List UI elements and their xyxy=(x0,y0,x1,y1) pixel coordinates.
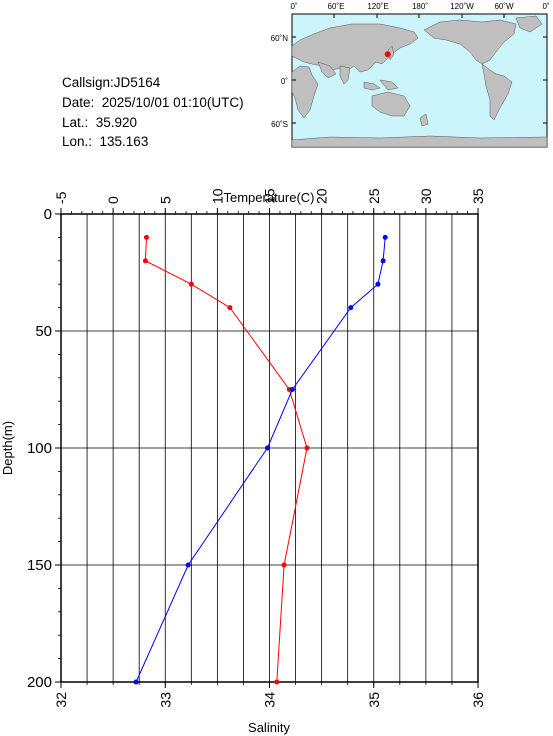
depth-axis-label: Depth(m) xyxy=(0,421,15,475)
temperature-data-point xyxy=(133,679,139,685)
callsign-label: Callsign:JD5164 xyxy=(62,75,161,90)
world-map: 0˚ 60˚E 120˚E 180˚ 120˚W 60˚W 0˚ 60˚N 0˚… xyxy=(271,2,550,148)
temperature-data-point xyxy=(382,234,388,240)
salinity-tick-label: 32 xyxy=(53,692,69,708)
map-lon-tick: 60˚W xyxy=(494,2,514,11)
longitude-label: Lon.: 135.163 xyxy=(62,134,149,149)
map-lon-tick: 60˚E xyxy=(328,2,345,11)
salinity-data-point xyxy=(281,562,287,568)
temperature-profile-line xyxy=(135,237,386,683)
salinity-profile-line xyxy=(144,237,308,683)
temperature-data-point xyxy=(380,258,386,264)
depth-tick-label: 100 xyxy=(27,440,52,457)
temperature-tick-label: 15 xyxy=(262,188,278,204)
temperature-tick-label: 5 xyxy=(157,196,173,204)
map-lon-tick: 120˚E xyxy=(367,2,388,11)
salinity-tick-label: 35 xyxy=(366,692,382,708)
salinity-data-point xyxy=(143,234,149,240)
map-lon-tick: 0˚ xyxy=(542,2,549,11)
salinity-data-point xyxy=(274,679,280,685)
temperature-data-point xyxy=(375,281,381,287)
salinity-data-point xyxy=(142,258,148,264)
map-lat-tick: 60˚S xyxy=(271,120,288,129)
temperature-data-point xyxy=(348,305,354,311)
salinity-tick-label: 36 xyxy=(470,692,486,708)
salinity-data-point xyxy=(227,305,233,311)
temperature-tick-label: 25 xyxy=(366,188,382,204)
depth-tick-label: 200 xyxy=(27,674,52,691)
date-label: Date: 2025/10/01 01:10(UTC) xyxy=(62,95,244,110)
temperature-axis-label: Temperature(C) xyxy=(223,190,314,205)
depth-tick-label: 150 xyxy=(27,557,52,574)
salinity-data-point xyxy=(304,445,310,451)
depth-tick-label: 0 xyxy=(44,206,52,223)
plot-frame xyxy=(60,213,479,683)
salinity-data-point xyxy=(188,281,194,287)
map-lat-tick: 0˚ xyxy=(281,77,288,86)
salinity-axis-label: Salinity xyxy=(248,720,290,735)
temperature-data-point xyxy=(289,387,295,392)
map-lat-tick: 60˚N xyxy=(271,34,289,43)
salinity-tick-label: 34 xyxy=(262,692,278,708)
salinity-data-point xyxy=(286,387,292,392)
map-lon-tick: 0˚ xyxy=(290,2,297,11)
depth-tick-label: 50 xyxy=(35,323,52,340)
map-lon-tick: 180˚ xyxy=(412,2,428,11)
temperature-data-point xyxy=(185,562,191,568)
map-lon-tick: 120˚W xyxy=(450,2,474,11)
temperature-tick-label: 20 xyxy=(314,188,330,204)
temperature-tick-label: 30 xyxy=(418,188,434,204)
temperature-tick-label: 10 xyxy=(209,188,225,204)
temperature-tick-label: -5 xyxy=(53,191,69,204)
temperature-tick-label: 0 xyxy=(105,196,121,204)
temperature-tick-label: 35 xyxy=(470,188,486,204)
latitude-label: Lat.: 35.920 xyxy=(62,115,138,130)
temperature-data-point xyxy=(264,445,270,451)
map-land xyxy=(291,15,548,148)
salinity-tick-label: 33 xyxy=(157,692,173,708)
station-marker xyxy=(384,51,391,58)
